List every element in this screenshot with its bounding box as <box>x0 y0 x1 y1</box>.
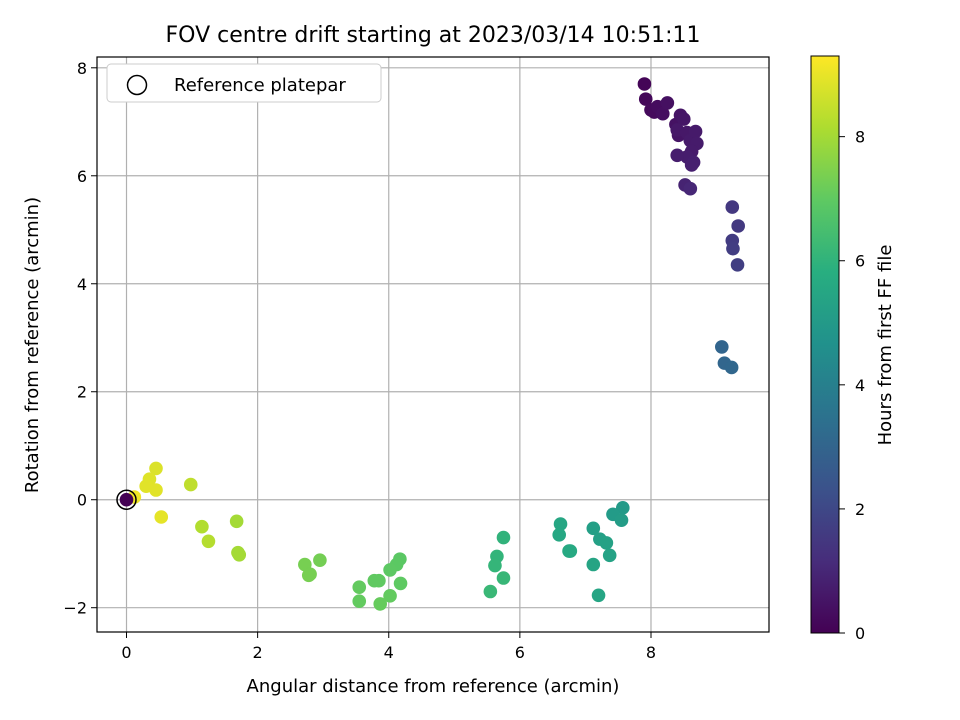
data-point <box>563 544 578 558</box>
data-point <box>149 483 163 497</box>
data-point <box>726 241 740 256</box>
x-tick-label: 2 <box>253 643 263 662</box>
data-point <box>599 536 614 550</box>
data-point <box>591 588 606 603</box>
data-point <box>301 568 316 583</box>
colorbar-tick-label: 2 <box>855 500 865 519</box>
data-point <box>195 519 209 534</box>
data-point <box>586 521 601 536</box>
x-axis-ticks: 0 2 4 6 8 <box>121 632 656 662</box>
data-point <box>670 148 685 163</box>
y-tick-label: −2 <box>63 599 87 618</box>
data-point <box>352 580 367 594</box>
data-point <box>724 360 739 375</box>
data-point <box>683 181 698 196</box>
data-point <box>383 563 397 577</box>
y-tick-label: 4 <box>77 275 87 294</box>
data-point <box>383 589 397 603</box>
data-point <box>660 96 675 110</box>
data-point <box>496 571 511 585</box>
data-point <box>731 219 745 233</box>
colorbar-label: Hours from first FF file <box>875 245 896 446</box>
data-point <box>637 77 652 91</box>
data-point <box>602 548 617 563</box>
reference-platepar-marker <box>116 489 137 510</box>
data-point <box>638 92 653 106</box>
x-axis-label: Angular distance from reference (arcmin) <box>247 676 620 697</box>
colorbar: 0 2 4 6 8 Hours from first FF file <box>810 55 896 643</box>
data-point <box>201 534 216 549</box>
data-point <box>483 584 498 599</box>
colorbar-tick-label: 6 <box>855 252 865 271</box>
colorbar-tick-label: 0 <box>855 624 865 643</box>
legend-label-reference: Reference platepar <box>174 75 346 96</box>
data-point <box>496 530 511 545</box>
data-point <box>154 510 169 524</box>
data-point <box>229 514 244 529</box>
y-tick-label: 0 <box>77 491 87 510</box>
data-point <box>688 124 703 139</box>
grid <box>97 57 769 632</box>
data-point <box>655 106 670 121</box>
data-point <box>393 576 408 591</box>
data-point <box>552 528 567 542</box>
colorbar-tick-label: 8 <box>855 128 865 147</box>
data-points <box>116 77 745 611</box>
legend-marker-reference <box>126 74 148 96</box>
y-axis-ticks: −2 0 2 4 6 8 <box>63 59 97 618</box>
data-point <box>553 517 568 531</box>
data-point <box>232 547 247 562</box>
x-tick-label: 6 <box>515 643 525 662</box>
legend: Reference platepar <box>106 63 382 103</box>
y-tick-label: 6 <box>77 167 87 186</box>
y-tick-label: 2 <box>77 383 87 402</box>
x-tick-label: 8 <box>646 643 656 662</box>
data-point <box>586 557 601 572</box>
x-tick-label: 4 <box>384 643 394 662</box>
colorbar-ticks: 0 2 4 6 8 <box>839 128 865 643</box>
y-tick-label: 8 <box>77 59 87 78</box>
data-point <box>684 158 699 172</box>
data-point <box>183 477 198 492</box>
data-point <box>352 594 367 609</box>
chart-title: FOV centre drift starting at 2023/03/14 … <box>166 23 701 48</box>
y-axis-label: Rotation from reference (arcmin) <box>22 197 43 493</box>
x-tick-label: 0 <box>121 643 131 662</box>
plot-frame <box>96 56 770 633</box>
data-point <box>714 340 729 354</box>
data-point <box>725 200 740 214</box>
data-point <box>313 553 327 567</box>
data-point <box>119 492 134 507</box>
data-point <box>488 558 502 573</box>
data-point <box>614 513 629 528</box>
data-point <box>372 573 386 588</box>
colorbar-tick-label: 4 <box>855 376 865 395</box>
colorbar-gradient <box>810 55 840 634</box>
data-point <box>730 258 745 272</box>
legend-box <box>106 63 382 103</box>
data-point <box>676 112 691 126</box>
data-point <box>615 501 630 515</box>
data-point <box>373 597 388 611</box>
data-point <box>149 461 163 476</box>
